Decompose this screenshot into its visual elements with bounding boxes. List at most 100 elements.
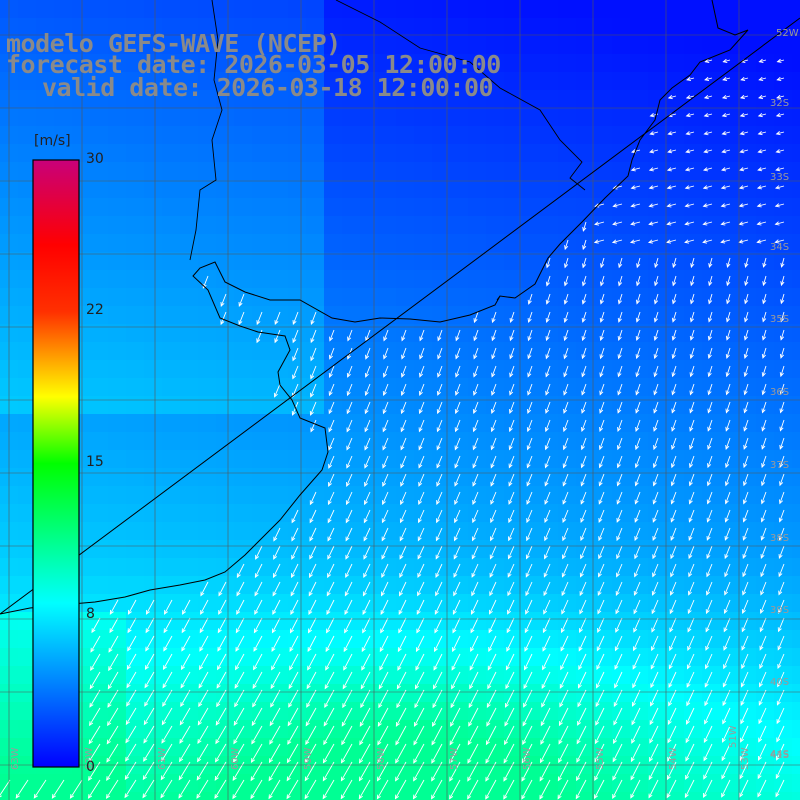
wind-arrowhead	[760, 535, 765, 541]
wind-arrow	[540, 707, 551, 726]
field-cell	[198, 378, 217, 397]
wind-arrowhead	[739, 112, 745, 118]
field-cell	[36, 774, 55, 793]
wind-arrow	[363, 581, 371, 596]
wind-arrowhead	[617, 426, 622, 432]
field-cell	[504, 486, 523, 505]
field-cell	[144, 162, 163, 181]
wind-arrowhead	[544, 536, 549, 542]
field-cell	[342, 396, 361, 415]
field-cell	[540, 594, 559, 613]
field-cell	[720, 504, 739, 523]
field-cell	[324, 360, 343, 379]
field-cell	[468, 54, 487, 73]
field-cell	[342, 432, 361, 451]
wind-arrowhead	[415, 647, 420, 653]
wind-arrowhead	[363, 500, 368, 506]
wind-arrow	[775, 779, 785, 797]
wind-arrow	[740, 707, 749, 724]
wind-arrowhead	[563, 336, 568, 342]
field-cell	[576, 108, 595, 127]
wind-arrow	[490, 473, 497, 486]
wind-arrowhead	[580, 536, 585, 542]
wind-arrowhead	[671, 335, 676, 341]
wind-arrow	[759, 635, 767, 650]
wind-arrow	[234, 689, 245, 707]
field-cell	[540, 0, 559, 19]
wind-arrow	[688, 581, 695, 595]
field-cell	[702, 612, 721, 631]
field-cell	[468, 630, 487, 649]
wind-arrowhead	[491, 336, 496, 342]
wind-arrowhead	[251, 721, 256, 727]
wind-arrow	[436, 509, 443, 523]
field-cell	[468, 594, 487, 613]
wind-arrowhead	[581, 372, 586, 378]
field-cell	[522, 252, 541, 271]
wind-arrowhead	[542, 665, 547, 671]
field-cell	[324, 306, 343, 325]
field-cell	[288, 648, 307, 667]
field-cell	[108, 612, 127, 631]
wind-arrow	[671, 491, 677, 504]
field-cell	[738, 666, 757, 685]
wind-arrow	[363, 563, 371, 578]
forecast-date: forecast date: 2026-03-05 12:00:00	[6, 50, 501, 79]
field-cell	[594, 180, 613, 199]
field-cell	[306, 396, 325, 415]
field-cell	[576, 126, 595, 145]
wind-arrow	[685, 743, 695, 761]
field-cell	[756, 792, 775, 800]
wind-arrowhead	[775, 792, 780, 798]
field-cell	[720, 180, 739, 199]
field-cell	[540, 774, 559, 793]
wind-arrow	[667, 743, 677, 762]
field-cell	[540, 234, 559, 253]
field-cell	[180, 144, 199, 163]
wind-arrow	[454, 437, 461, 450]
field-cell	[612, 72, 631, 91]
field-cell	[72, 126, 91, 145]
wind-arrowhead	[364, 409, 369, 415]
wind-arrow	[581, 365, 587, 377]
wind-arrow	[419, 329, 425, 341]
wind-arrow	[581, 401, 587, 414]
field-cell	[252, 774, 271, 793]
field-cell	[198, 288, 217, 307]
field-cell	[162, 558, 181, 577]
wind-arrowhead	[777, 627, 782, 633]
field-cell	[756, 234, 775, 253]
wind-arrow	[419, 365, 425, 377]
wind-arrowhead	[778, 608, 783, 614]
field-cell	[162, 162, 181, 181]
wind-arrowhead	[761, 353, 766, 359]
wind-arrow	[671, 455, 677, 468]
field-cell	[288, 54, 307, 73]
wind-arrow	[179, 743, 191, 762]
field-cell	[612, 792, 631, 800]
wind-arrowhead	[364, 445, 369, 451]
field-cell	[450, 126, 469, 145]
lon-label: 59W	[303, 747, 314, 770]
field-cell	[216, 504, 235, 523]
wind-arrow	[690, 329, 695, 341]
wind-arrow	[742, 545, 749, 559]
field-cell	[216, 702, 235, 721]
wind-arrowhead	[739, 149, 745, 154]
field-cell	[612, 594, 631, 613]
field-cell	[234, 342, 253, 361]
field-cell	[306, 162, 325, 181]
wind-arrowhead	[341, 740, 346, 746]
wind-arrowhead	[759, 627, 764, 633]
field-cell	[234, 252, 253, 271]
wind-arrowhead	[381, 573, 386, 579]
field-cell	[630, 666, 649, 685]
wind-arrowhead	[396, 703, 401, 709]
field-cell	[342, 36, 361, 55]
wind-arrow	[164, 599, 173, 615]
field-cell	[450, 0, 469, 19]
wind-arrowhead	[509, 408, 514, 414]
field-cell	[432, 558, 451, 577]
field-cell	[378, 774, 397, 793]
wind-arrowhead	[250, 794, 255, 800]
